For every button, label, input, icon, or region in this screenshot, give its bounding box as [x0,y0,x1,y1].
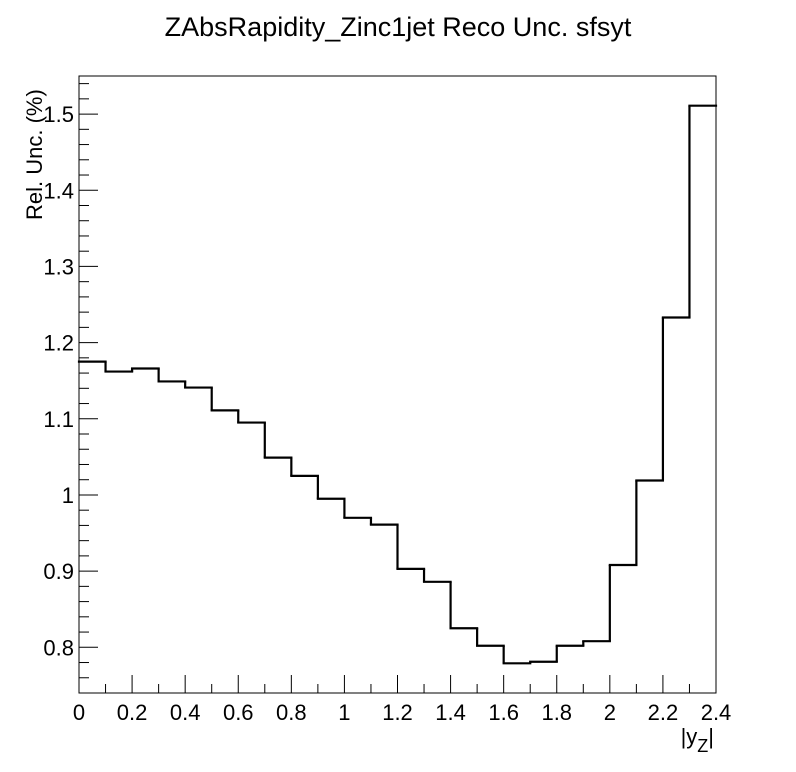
y-tick-label: 1.3 [43,254,74,279]
x-tick-label: 1.6 [488,700,519,725]
histogram-series [77,104,718,665]
x-axis-ticks [78,675,717,693]
x-tick-label: 2 [604,700,616,725]
y-tick-label: 1.2 [43,331,74,356]
x-tick-label: 0.2 [117,700,148,725]
y-axis-tick-labels: 0.8 0.9 1 1.1 1.2 1.3 1.4 1.5 [43,102,74,660]
x-tick-label: 1.4 [435,700,466,725]
y-tick-label: 0.9 [43,559,74,584]
x-tick-label: 0 [73,700,85,725]
y-tick-label: 1.1 [43,407,74,432]
x-tick-label: 1.8 [541,700,572,725]
x-tick-label: 1.2 [382,700,413,725]
y-tick-label: 1.4 [43,178,74,203]
x-axis-title: |yZ| [681,724,714,756]
x-tick-label: 0.6 [223,700,254,725]
plot-frame [78,75,717,694]
y-tick-label: 0.8 [43,635,74,660]
x-tick-label: 2.4 [701,700,732,725]
y-tick-label: 1 [62,483,74,508]
chart-title: ZAbsRapidity_Zinc1jet Reco Unc. sfsyt [165,12,632,42]
y-axis-title: Rel. Unc. (%) [22,89,47,220]
x-tick-label: 0.8 [276,700,307,725]
x-tick-label: 2.2 [648,700,679,725]
y-axis-ticks [79,83,98,694]
x-axis-title-end: | [708,724,714,749]
x-axis-tick-labels: 0 0.2 0.4 0.6 0.8 1 1.2 1.4 1.6 1.8 2 2.2 2.4 [73,700,731,725]
x-tick-label: 1 [338,700,350,725]
x-axis-title-main: |y [681,724,698,749]
y-tick-label: 1.5 [43,102,74,127]
x-tick-label: 0.4 [170,700,201,725]
x-axis-title-subscript: Z [697,736,708,756]
